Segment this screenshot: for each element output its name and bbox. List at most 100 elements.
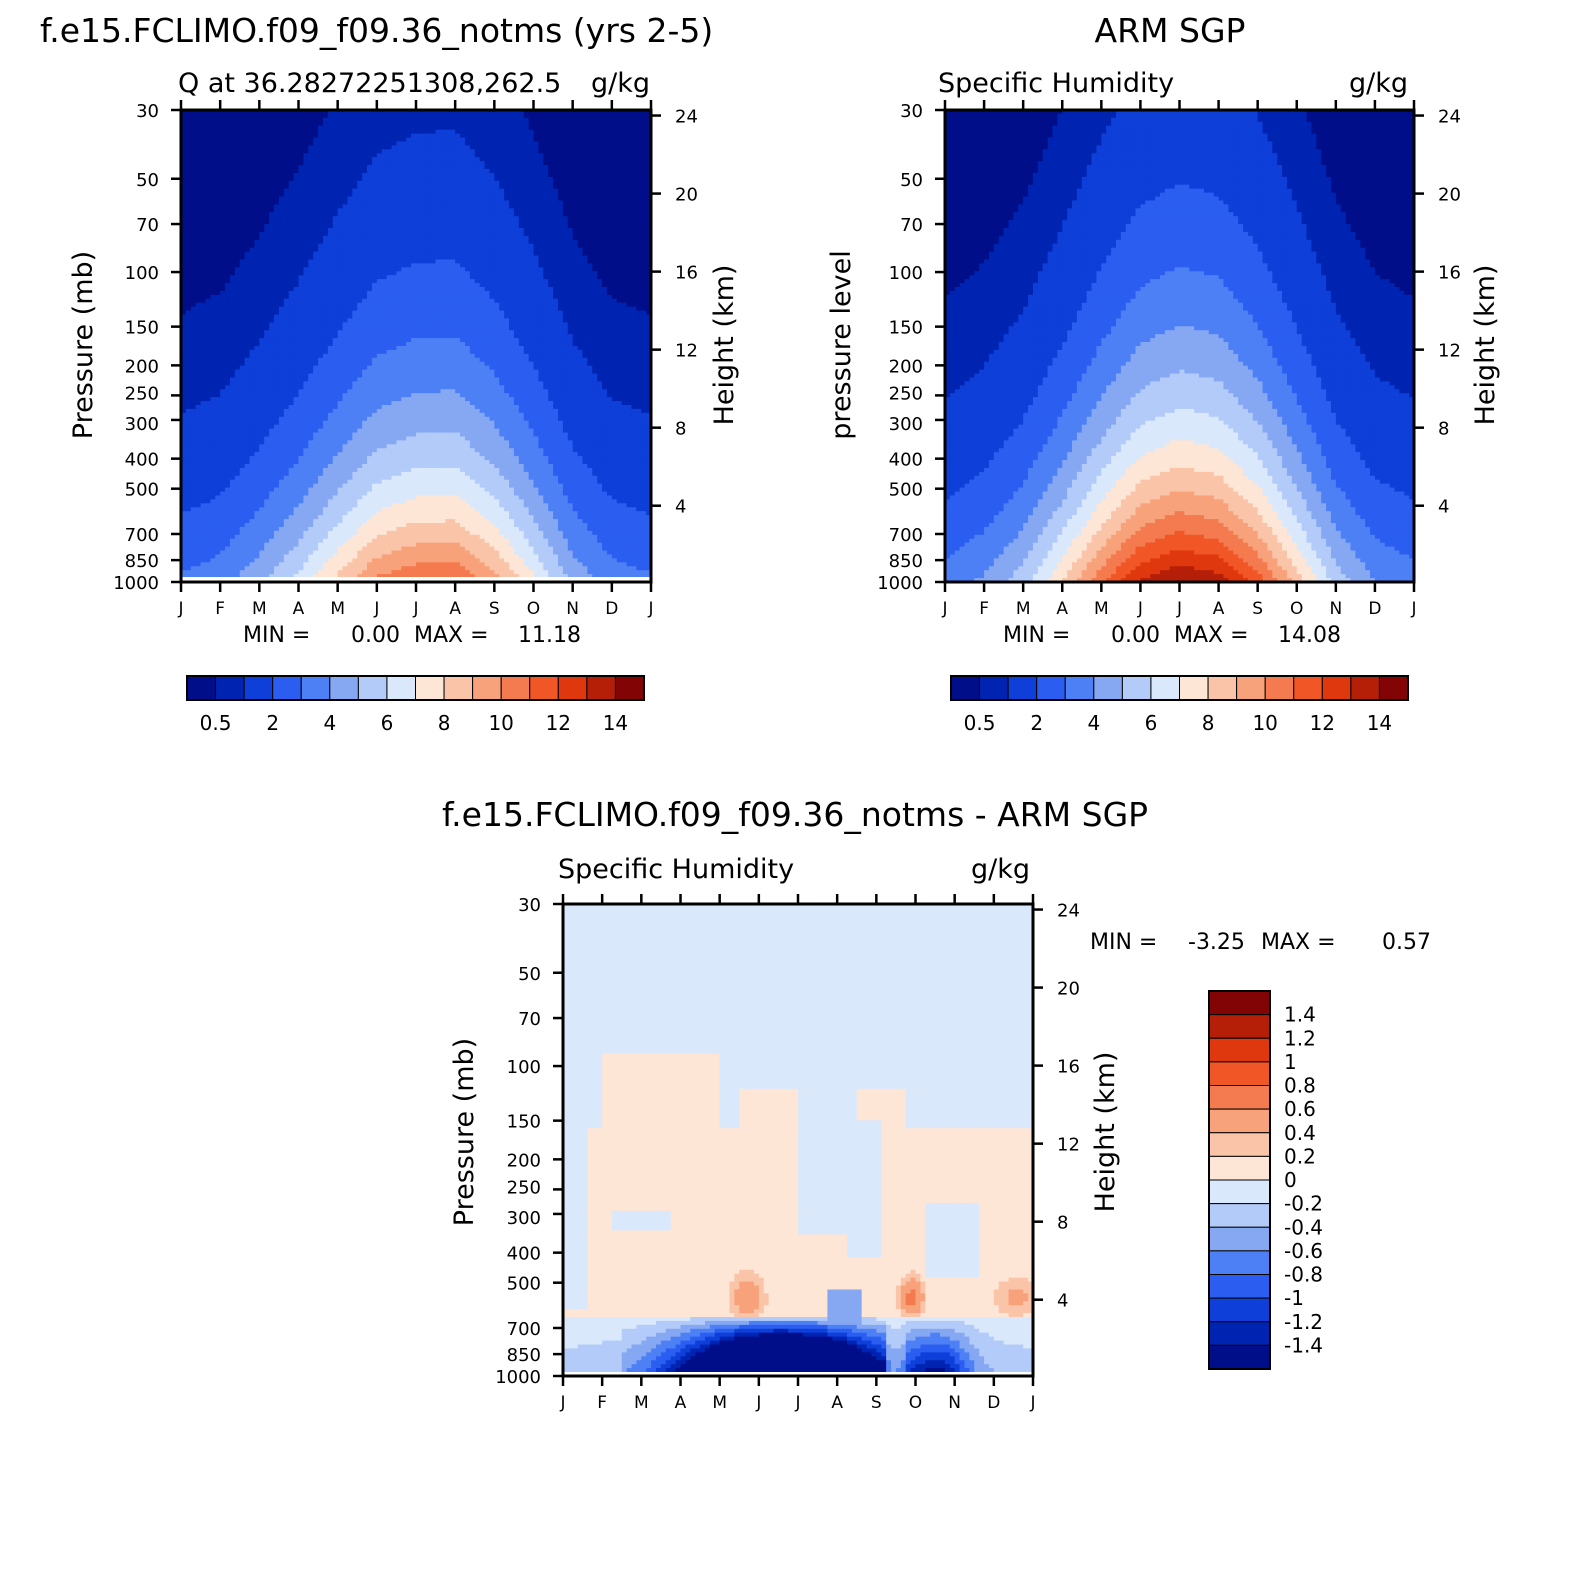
contour-cell bbox=[646, 125, 651, 131]
contour-cell bbox=[352, 117, 358, 123]
contour-cell bbox=[631, 172, 637, 178]
contour-cell bbox=[464, 298, 471, 304]
contour-cell bbox=[567, 279, 574, 284]
contour-cell bbox=[406, 279, 412, 284]
contour-cell bbox=[274, 192, 280, 198]
contour-cell bbox=[587, 125, 593, 131]
contour-cell bbox=[386, 110, 393, 115]
contour-cell bbox=[401, 161, 407, 166]
contour-cell bbox=[641, 259, 647, 264]
contour-cell bbox=[621, 216, 628, 221]
contour-cell bbox=[523, 212, 530, 217]
contour-cell bbox=[518, 169, 525, 174]
contour-cell bbox=[587, 255, 593, 261]
contour-cell bbox=[460, 298, 466, 304]
contour-cell bbox=[381, 235, 388, 241]
contour-cell bbox=[636, 161, 642, 166]
contour-cell bbox=[254, 176, 260, 182]
contour-cell bbox=[249, 290, 256, 296]
contour-cell bbox=[494, 259, 500, 264]
contour-cell bbox=[592, 310, 598, 316]
contour-cell bbox=[239, 212, 246, 217]
contour-cell bbox=[254, 200, 260, 205]
contour-cell bbox=[411, 149, 417, 154]
contour-cell bbox=[396, 117, 402, 123]
contour-cell bbox=[621, 243, 628, 249]
contour-cell bbox=[298, 188, 304, 194]
contour-cell bbox=[548, 208, 554, 213]
contour-cell bbox=[562, 149, 569, 154]
contour-cell bbox=[611, 188, 618, 194]
contour-cell bbox=[259, 117, 265, 123]
contour-cell bbox=[225, 145, 231, 150]
contour-cell bbox=[352, 204, 358, 209]
contour-cell bbox=[646, 259, 651, 264]
contour-cell bbox=[562, 165, 569, 170]
contour-cell bbox=[597, 220, 603, 225]
contour-cell bbox=[494, 165, 500, 170]
contour-cell bbox=[181, 259, 187, 264]
contour-cell bbox=[303, 231, 309, 237]
contour-cell bbox=[288, 129, 295, 135]
contour-cell bbox=[308, 220, 314, 225]
contour-cell bbox=[464, 117, 471, 123]
contour-cell bbox=[646, 161, 651, 166]
contour-cell bbox=[445, 153, 451, 158]
contour-cell bbox=[597, 200, 603, 205]
contour-cell bbox=[185, 294, 192, 300]
contour-cell bbox=[391, 290, 398, 296]
contour-cell bbox=[582, 224, 588, 229]
contour-cell bbox=[308, 275, 314, 280]
contour-cell bbox=[185, 180, 192, 186]
contour-cell bbox=[303, 204, 309, 209]
contour-cell bbox=[401, 294, 407, 300]
contour-cell bbox=[479, 133, 486, 139]
contour-cell bbox=[259, 145, 265, 150]
contour-cell bbox=[474, 310, 481, 316]
contour-cell bbox=[435, 290, 442, 296]
contour-cell bbox=[626, 283, 633, 288]
contour-cell bbox=[274, 220, 280, 225]
contour-cell bbox=[464, 216, 471, 221]
contour-cell bbox=[469, 228, 476, 233]
contour-cell bbox=[391, 204, 398, 209]
contour-cell bbox=[308, 310, 314, 316]
contour-cell bbox=[469, 165, 476, 170]
contour-cell bbox=[396, 208, 402, 213]
contour-cell bbox=[396, 176, 402, 182]
contour-cell bbox=[278, 224, 285, 229]
contour-cell bbox=[288, 110, 295, 115]
contour-cell bbox=[190, 235, 197, 241]
contour-cell bbox=[401, 287, 407, 292]
contour-cell bbox=[572, 184, 579, 190]
contour-cell bbox=[278, 157, 285, 162]
contour-cell bbox=[264, 117, 270, 123]
contour-cell bbox=[254, 157, 260, 162]
contour-cell bbox=[464, 306, 471, 312]
contour-cell bbox=[362, 188, 368, 194]
contour-cell bbox=[411, 263, 417, 268]
contour-cell bbox=[401, 231, 407, 237]
contour-cell bbox=[185, 220, 192, 225]
contour-cell bbox=[293, 188, 300, 194]
contour-cell bbox=[621, 192, 628, 198]
contour-cell bbox=[210, 153, 216, 158]
contour-cell bbox=[352, 212, 358, 217]
contour-cell bbox=[234, 290, 241, 296]
contour-cell bbox=[445, 279, 451, 284]
contour-cell bbox=[460, 188, 466, 194]
contour-cell bbox=[479, 117, 486, 123]
contour-cell bbox=[229, 302, 236, 308]
contour-cell bbox=[474, 220, 481, 225]
contour-cell bbox=[626, 279, 633, 284]
contour-cell bbox=[371, 275, 378, 280]
contour-cell bbox=[499, 235, 505, 241]
contour-cell bbox=[376, 176, 383, 182]
contour-cell bbox=[616, 263, 623, 268]
contour-cell bbox=[636, 149, 642, 154]
contour-cell bbox=[646, 117, 651, 123]
contour-cell bbox=[269, 290, 275, 296]
contour-cell bbox=[460, 290, 466, 296]
contour-cell bbox=[425, 231, 432, 237]
contour-cell bbox=[386, 176, 393, 182]
